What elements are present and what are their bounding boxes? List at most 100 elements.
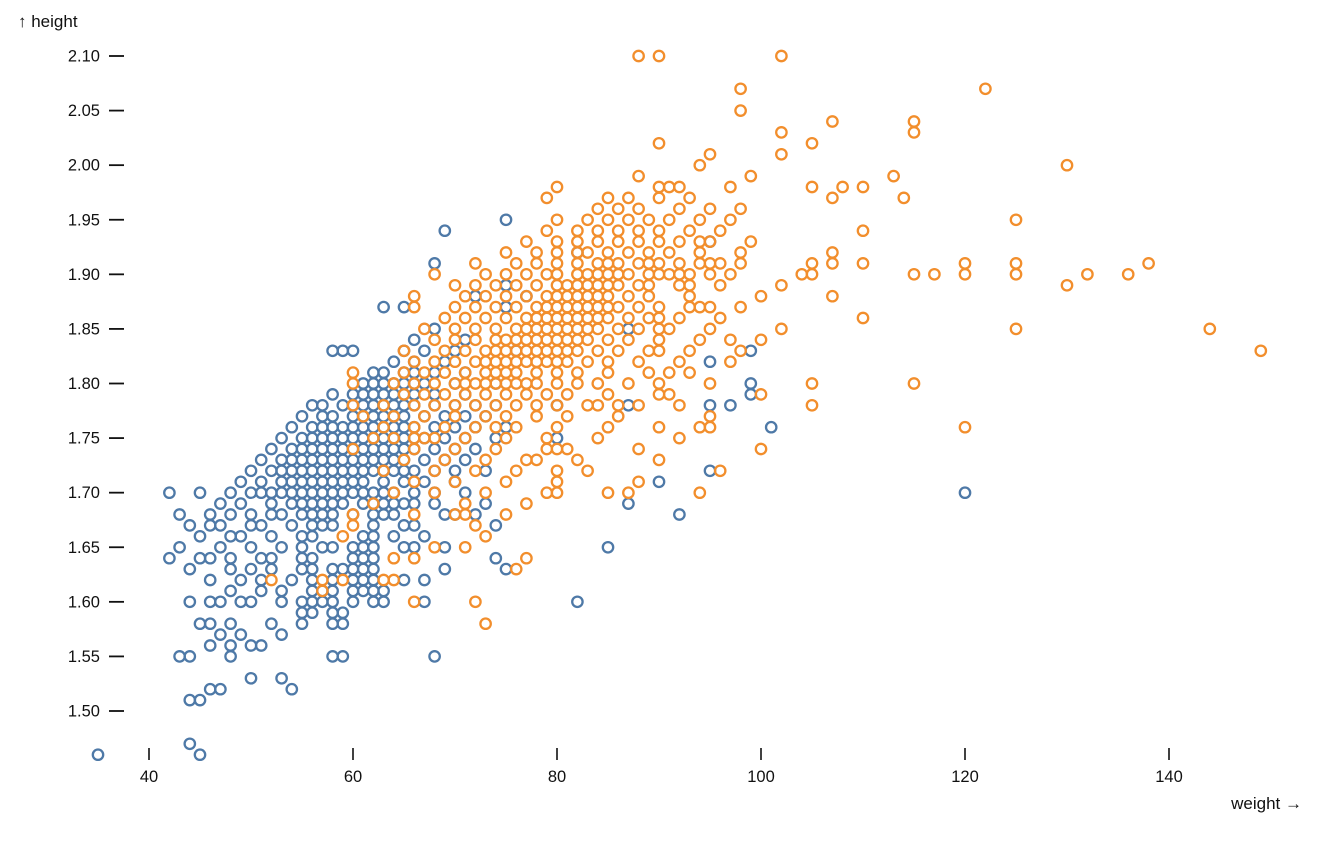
- data-point: [489, 431, 503, 445]
- data-point: [336, 442, 350, 456]
- data-point: [377, 464, 390, 478]
- data-point: [407, 540, 421, 554]
- data-point: [224, 551, 237, 565]
- data-point: [632, 169, 645, 183]
- data-point: [540, 355, 554, 369]
- data-point: [326, 606, 339, 620]
- data-point: [907, 377, 921, 390]
- data-point: [397, 300, 411, 314]
- data-point: [438, 562, 452, 576]
- data-point: [601, 267, 615, 281]
- data-point: [683, 300, 696, 314]
- data-point: [509, 366, 523, 379]
- data-point: [642, 344, 656, 358]
- data-point: [397, 464, 411, 478]
- data-point: [754, 388, 768, 401]
- data-point: [632, 475, 645, 489]
- x-axis-tick-label: 100: [747, 768, 775, 786]
- data-point: [316, 409, 329, 423]
- data-point: [397, 366, 411, 379]
- data-point: [285, 442, 299, 456]
- data-point: [856, 180, 870, 194]
- data-point: [632, 355, 645, 369]
- data-point: [326, 595, 339, 609]
- data-point: [958, 267, 972, 281]
- data-point: [428, 267, 441, 281]
- data-point: [520, 377, 533, 390]
- data-point: [397, 573, 411, 587]
- data-point: [550, 420, 564, 434]
- data-point: [571, 344, 584, 358]
- data-point: [448, 508, 462, 521]
- data-point: [305, 584, 319, 598]
- data-point: [285, 519, 299, 532]
- data-point: [540, 289, 554, 303]
- data-point: [203, 508, 217, 521]
- data-point: [346, 344, 360, 358]
- data-point: [560, 355, 574, 369]
- data-point: [458, 344, 472, 358]
- data-point: [591, 202, 605, 216]
- data-point: [448, 300, 462, 314]
- data-point: [652, 180, 666, 194]
- data-point: [1009, 322, 1023, 336]
- data-point: [377, 486, 390, 500]
- data-point: [591, 267, 605, 281]
- y-axis-tick-label: 1.85: [68, 320, 100, 338]
- data-point: [295, 595, 309, 609]
- data-point: [469, 508, 482, 521]
- data-point: [469, 595, 482, 609]
- data-point: [611, 322, 625, 336]
- data-point: [305, 551, 319, 565]
- data-point: [703, 377, 717, 390]
- data-point: [775, 322, 788, 336]
- data-point: [642, 278, 656, 292]
- data-point: [285, 682, 299, 696]
- data-point: [305, 595, 319, 609]
- data-point: [662, 267, 676, 281]
- data-point: [1009, 257, 1023, 270]
- data-point: [489, 300, 503, 314]
- data-point: [254, 584, 268, 598]
- data-point: [652, 267, 666, 281]
- data-point: [387, 442, 401, 456]
- data-point: [489, 278, 503, 292]
- data-point: [438, 224, 452, 238]
- data-point: [326, 453, 339, 467]
- data-point: [285, 573, 299, 587]
- data-point: [367, 573, 380, 587]
- data-point: [550, 278, 564, 292]
- data-point: [693, 486, 707, 500]
- data-point: [520, 267, 533, 281]
- data-point: [805, 398, 819, 412]
- data-point: [254, 639, 268, 652]
- data-point: [622, 497, 635, 510]
- data-point: [305, 606, 319, 620]
- data-point: [469, 420, 482, 434]
- data-point: [438, 388, 452, 401]
- data-point: [346, 388, 360, 401]
- data-point: [346, 442, 360, 456]
- data-point: [326, 650, 339, 663]
- data-point: [336, 617, 350, 631]
- data-point: [356, 584, 370, 598]
- data-point: [397, 377, 411, 390]
- data-point: [203, 573, 217, 587]
- data-point: [540, 191, 554, 205]
- data-point: [489, 355, 503, 369]
- data-point: [265, 551, 278, 565]
- data-point: [734, 344, 747, 358]
- data-point: [387, 420, 401, 434]
- data-point: [591, 257, 605, 270]
- data-point: [469, 519, 482, 532]
- data-point: [724, 355, 737, 369]
- data-point: [775, 126, 788, 139]
- y-axis-tick-label: 1.65: [68, 539, 100, 557]
- data-point: [724, 213, 737, 227]
- data-point: [356, 486, 370, 500]
- data-point: [183, 693, 197, 707]
- data-point: [285, 497, 299, 510]
- data-point: [611, 300, 625, 314]
- data-point: [550, 267, 564, 281]
